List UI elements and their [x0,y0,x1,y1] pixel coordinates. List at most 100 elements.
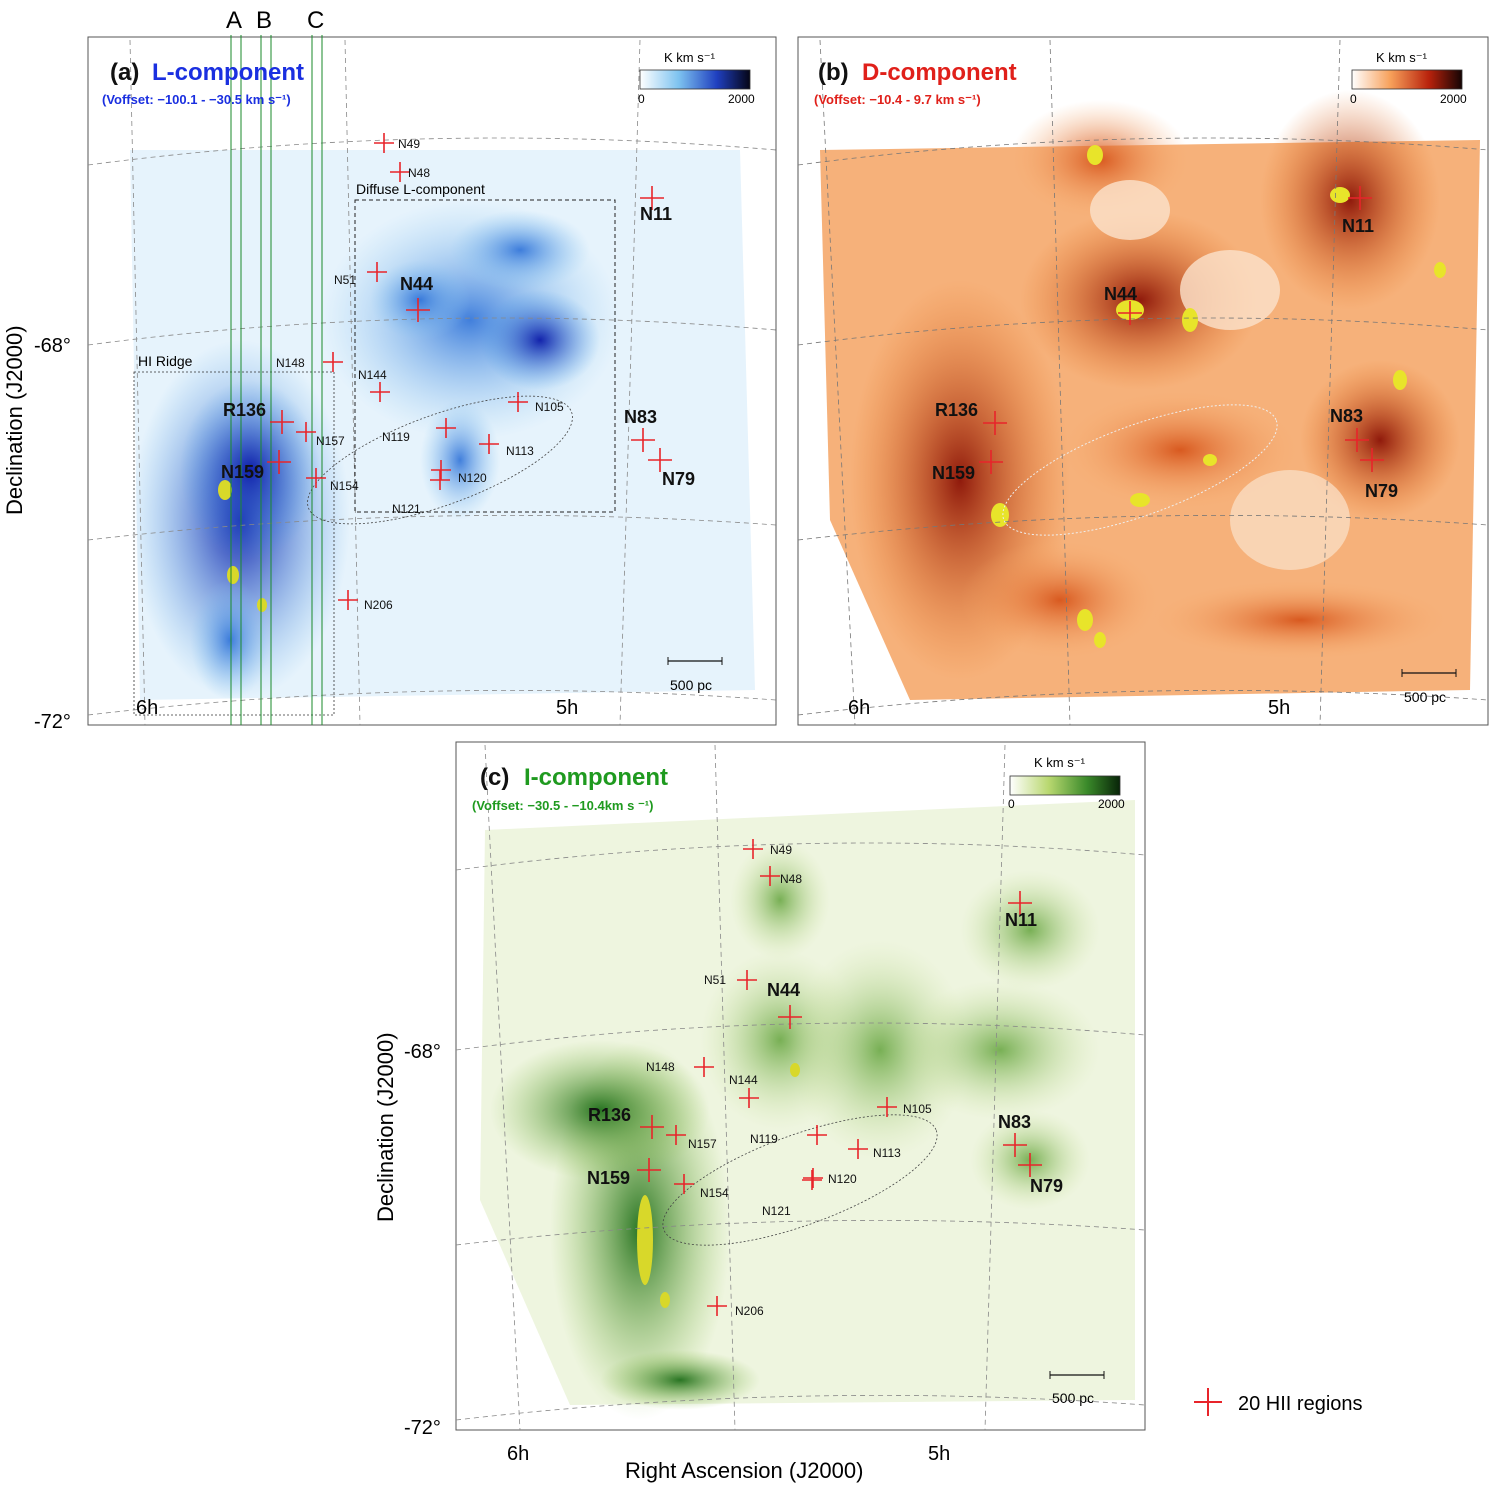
panel-a: A B C (a) L-component (Voffset: −100.1 -… [34,7,777,733]
hii-label-n83: N83 [1330,406,1363,426]
panel-b-scale-label: 500 pc [1404,689,1446,705]
panel-a-tag: (a) [110,59,139,86]
hii-marker-n157 [296,422,316,442]
hi-ridge-box [133,371,335,716]
hii-marker-n105 [877,1097,897,1117]
xlabel: Right Ascension (J2000) [625,1458,863,1483]
hii-label-n113: N113 [506,444,534,458]
hii-marker-n79 [1360,448,1384,472]
hii-marker-n154 [306,468,326,488]
hii-label-n51: N51 [704,973,726,987]
panel-a-dec-68: -68° [34,335,71,357]
panel-c-velocity: (Voffset: −30.5 - −10.4km s ⁻¹) [472,798,653,813]
strip-lines [230,35,323,725]
panel-b: (b) D-component (Voffset: −10.4 - 9.7 km… [797,36,1489,726]
panel-c: (c) I-component (Voffset: −30.5 - −10.4k… [404,741,1146,1465]
panel-b-colorbar: K km s⁻¹ 0 2000 [1350,50,1467,106]
panel-c-scale-label: 500 pc [1052,1390,1094,1406]
panel-b-map [820,90,1480,700]
hii-marker-n144 [739,1088,759,1108]
diffuse-l-box [354,199,616,513]
panel-a-title: L-component [152,59,304,86]
hii-marker-n159 [637,1158,661,1182]
hii-label-n120: N120 [458,471,487,485]
hii-marker-n83 [1003,1133,1027,1157]
hii-marker-n121 [802,1170,822,1190]
hii-marker-n11 [1348,186,1372,210]
hii-label-n48: N48 [408,166,430,180]
hii-label-n11: N11 [1005,910,1037,930]
hii-marker-r136 [983,411,1007,435]
hii-marker-n206 [338,590,358,610]
panel-b-grid [797,39,1489,726]
panel-c-ra-6h: 6h [507,1443,529,1465]
hii-marker-n105 [508,392,528,412]
panel-c-map [480,800,1135,1420]
panel-c-dotted-ellipse [662,1114,938,1246]
hii-label-r136: R136 [588,1105,631,1125]
panel-b-colorbar-max: 2000 [1440,92,1467,106]
panel-a-hii-regions: N49 N48 N11 N51 N44 N148 N144 N105 N83 R136 N157 N1… [221,133,695,612]
hii-marker-n148 [694,1057,714,1077]
panel-b-tag: (b) [818,59,849,86]
hii-marker-n119 [436,418,456,438]
hii-marker-n113 [479,434,499,454]
hii-marker-n206 [707,1296,727,1316]
hii-label-n206: N206 [364,598,393,612]
ylabel-top: Declination (J2000) [2,325,27,515]
hii-label-n159: N159 [221,462,264,482]
panel-a-velocity: (Voffset: −100.1 - −30.5 km s⁻¹) [102,92,291,107]
panel-a-dec-72: -72° [34,711,71,733]
hii-marker-n83 [1345,428,1369,452]
hii-label-n154: N154 [330,479,359,493]
hii-label-n83: N83 [998,1112,1031,1132]
hii-label-n49: N49 [398,137,420,151]
hii-marker-n51 [367,262,387,282]
hii-label-n105: N105 [903,1102,932,1116]
hii-marker-n144 [370,382,390,402]
hii-label-n51: N51 [334,273,356,287]
panel-c-title: I-component [524,764,668,791]
panel-a-colorbar-label: K km s⁻¹ [664,50,716,65]
hii-marker-n120 [803,1168,823,1188]
hii-label-n44: N44 [1104,284,1137,304]
hii-marker-n79 [648,448,672,472]
panel-a-ra-5h: 5h [556,697,578,719]
hii-label-n144: N144 [358,368,387,382]
panel-b-scale-bar: 500 pc [1401,669,1457,705]
hii-label-n157: N157 [316,434,345,448]
hii-label-n121: N121 [392,502,421,516]
hii-label-n154: N154 [700,1186,729,1200]
hii-label-n11: N11 [640,204,672,224]
hii-marker-n159 [267,450,291,474]
panel-a-colorbar-max: 2000 [728,92,755,106]
panel-a-ra-6h: 6h [136,697,158,719]
hii-marker-n44 [1118,301,1142,325]
panel-c-colorbar-min: 0 [1008,797,1015,811]
panel-a-colorbar: K km s⁻¹ 0 2000 [638,50,755,106]
hii-label-n79: N79 [1365,481,1398,501]
hii-marker-n49 [743,839,763,859]
panel-c-colorbar-max: 2000 [1098,797,1125,811]
hii-marker-n44 [406,298,430,322]
panel-c-colorbar-label: K km s⁻¹ [1034,755,1086,770]
hii-label-n159: N159 [932,463,975,483]
panel-b-title: D-component [862,59,1017,86]
hii-label-n105: N105 [535,400,564,414]
hii-marker-n11 [1008,891,1032,915]
panel-c-grid [455,744,1146,1431]
panel-b-colorbar-min: 0 [1350,92,1357,106]
panel-c-dec-72: -72° [404,1417,441,1439]
panel-a-grid [87,39,777,726]
panel-c-ra-5h: 5h [928,1443,950,1465]
hii-marker-r136 [270,410,294,434]
panel-a-box-label-hi-ridge: HI Ridge [138,353,193,369]
hii-label-n48: N48 [780,872,802,886]
hii-label-n144: N144 [729,1073,758,1087]
hii-marker-n119 [807,1125,827,1145]
strip-label-b: B [256,7,272,34]
hii-label-n121: N121 [762,1204,791,1218]
strip-label-a: A [226,7,242,34]
hii-label-n83: N83 [624,407,657,427]
